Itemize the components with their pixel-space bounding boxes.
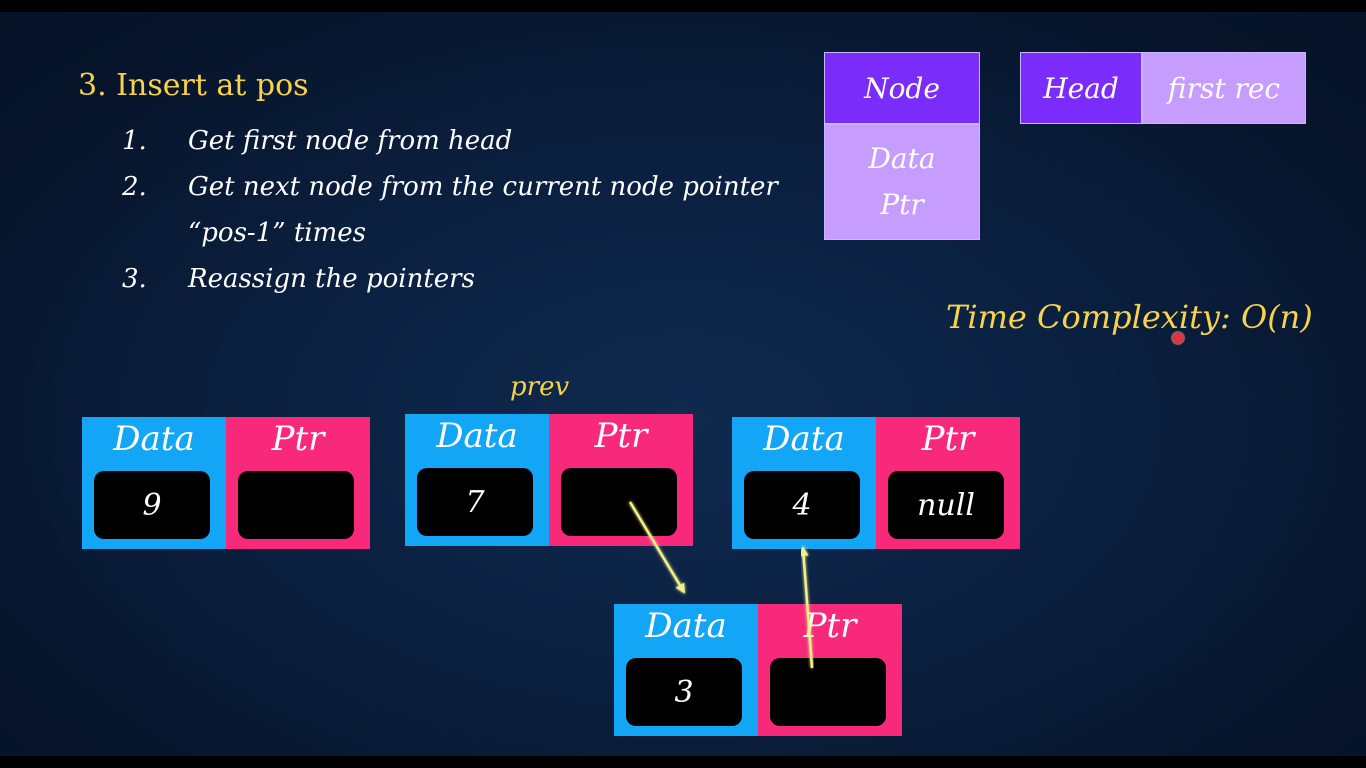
ptr-cell: Ptr xyxy=(549,414,693,546)
step-number: 1. xyxy=(122,126,147,156)
ptr-header: Ptr xyxy=(921,419,975,459)
slide-title: 3. Insert at pos xyxy=(78,68,309,103)
legend-head-label: Head xyxy=(1020,52,1142,124)
ptr-cell: Ptr null xyxy=(876,417,1020,549)
ptr-value xyxy=(561,468,677,536)
data-value: 3 xyxy=(626,658,742,726)
data-value: 9 xyxy=(94,471,210,539)
step-number: 2. xyxy=(122,172,147,202)
data-value: 4 xyxy=(744,471,860,539)
legend-head-value: first rec xyxy=(1142,52,1306,124)
ptr-cell: Ptr xyxy=(758,604,902,736)
data-header: Data xyxy=(436,416,518,456)
linked-list-node: Data 4 Ptr null xyxy=(732,417,1020,549)
pointer-cursor-dot xyxy=(1173,333,1183,343)
ptr-header: Ptr xyxy=(594,416,648,456)
data-cell: Data 9 xyxy=(82,417,226,549)
legend-node-header: Node xyxy=(824,52,980,124)
linked-list-node-new: Data 3 Ptr xyxy=(614,604,902,736)
ptr-value xyxy=(770,658,886,726)
data-cell: Data 7 xyxy=(405,414,549,546)
data-value: 7 xyxy=(417,468,533,536)
linked-list-node-prev: Data 7 Ptr xyxy=(405,414,693,546)
data-header: Data xyxy=(113,419,195,459)
data-header: Data xyxy=(645,606,727,646)
step-text: “pos-1” times xyxy=(188,218,366,248)
ptr-cell: Ptr xyxy=(226,417,370,549)
data-cell: Data 4 xyxy=(732,417,876,549)
step-text: Get first node from head xyxy=(188,126,513,156)
ptr-value xyxy=(238,471,354,539)
ptr-value: null xyxy=(888,471,1004,539)
data-header: Data xyxy=(763,419,845,459)
legend-node-field-data: Data xyxy=(868,142,936,175)
step-text: Reassign the pointers xyxy=(188,264,475,294)
prev-label: prev xyxy=(510,372,570,402)
legend-node-field-ptr: Ptr xyxy=(880,188,924,221)
ptr-header: Ptr xyxy=(803,606,857,646)
step-number: 3. xyxy=(122,264,147,294)
legend-node-fields: Data Ptr xyxy=(824,124,980,240)
linked-list-node: Data 9 Ptr xyxy=(82,417,370,549)
data-cell: Data 3 xyxy=(614,604,758,736)
ptr-header: Ptr xyxy=(271,419,325,459)
step-text: Get next node from the current node poin… xyxy=(188,172,778,202)
time-complexity-label: Time Complexity: O(n) xyxy=(946,298,1313,336)
